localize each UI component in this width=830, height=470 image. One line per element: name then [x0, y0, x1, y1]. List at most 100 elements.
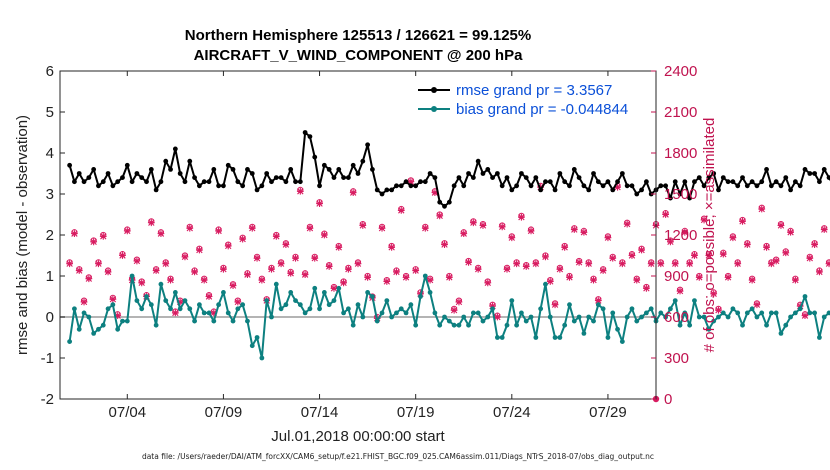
- obs-assimilated-point: [686, 260, 694, 268]
- obs-assimilated-point: [421, 224, 429, 232]
- rmse-point: [629, 183, 635, 189]
- rmse-point: [269, 179, 274, 185]
- obs-assimilated-point: [71, 230, 78, 238]
- obs-assimilated-point: [450, 306, 458, 314]
- obs-assimilated-point: [402, 273, 410, 281]
- obs-assimilated-point: [354, 260, 362, 268]
- obs-assimilated-point: [647, 260, 655, 268]
- x-tick-labels: 07/04 07/09 07/14 07/19 07/24 07/29: [109, 404, 627, 421]
- obs-assimilated-point: [114, 312, 122, 320]
- obs-assimilated-point: [724, 273, 732, 281]
- rmse-point: [72, 179, 77, 185]
- obs-assimilated-point: [609, 254, 617, 262]
- bias-point: [168, 306, 173, 312]
- bias-point: [96, 326, 101, 332]
- rmse-point: [494, 171, 500, 176]
- rmse-point: [663, 183, 669, 189]
- obs-assimilated-point: [570, 226, 578, 233]
- rmse-point: [470, 175, 476, 181]
- obs-assimilated-point: [296, 187, 304, 195]
- rmse-point: [720, 175, 726, 181]
- y-axis-label-left: rmse and bias (model - observation): [14, 115, 31, 355]
- bias-point: [389, 314, 395, 320]
- y-tick-label-left: 5: [46, 104, 54, 121]
- rmse-series: [67, 130, 830, 209]
- obs-assimilated-point: [253, 254, 261, 262]
- rmse-point: [249, 171, 255, 176]
- bias-point: [139, 306, 145, 312]
- bias-point: [821, 314, 827, 320]
- rmse-point: [370, 167, 375, 172]
- bias-point: [499, 335, 505, 340]
- rmse-point: [158, 179, 164, 185]
- bias-point: [543, 281, 548, 287]
- bias-point: [91, 331, 97, 336]
- rmse-point: [706, 175, 712, 181]
- rmse-point: [514, 183, 520, 189]
- bias-point: [331, 298, 337, 303]
- rmse-point: [442, 203, 447, 209]
- rmse-point: [456, 175, 462, 181]
- rmse-point: [783, 175, 789, 181]
- obs-assimilated-point: [162, 260, 170, 268]
- rmse-point: [312, 154, 318, 160]
- bias-point: [759, 310, 765, 316]
- rmse-point: [394, 183, 399, 189]
- obs-assimilated-point: [282, 241, 290, 248]
- obs-assimilated-point: [445, 273, 453, 281]
- obs-assimilated-point: [99, 232, 107, 240]
- rmse-point: [110, 183, 116, 189]
- bias-point: [158, 281, 164, 287]
- bias-point: [321, 290, 327, 295]
- obs-assimilated-point: [316, 200, 323, 207]
- obs-assimilated-point: [431, 189, 439, 197]
- rmse-point: [91, 167, 97, 172]
- bias-line: [68, 275, 830, 359]
- obs-assimilated-point: [95, 260, 102, 268]
- bias-point: [744, 310, 750, 316]
- obs-assimilated-point: [806, 254, 814, 262]
- obs-assimilated-point: [234, 298, 242, 306]
- bias-point: [475, 310, 481, 316]
- bias-point: [144, 294, 149, 299]
- bias-point: [81, 310, 87, 316]
- obs-assimilated-point: [695, 273, 703, 281]
- bias-point: [720, 310, 726, 316]
- bias-point: [249, 343, 255, 349]
- rmse-point: [812, 171, 818, 176]
- rmse-point: [768, 183, 774, 189]
- rmse-point: [115, 179, 121, 185]
- bias-point: [355, 302, 361, 308]
- obs-assimilated-point: [753, 301, 761, 309]
- bias-point: [100, 322, 106, 328]
- obs-assimilated-point: [244, 271, 251, 279]
- bias-point: [192, 318, 197, 324]
- bias-point: [687, 322, 693, 328]
- rmse-point: [595, 179, 601, 185]
- rmse-point: [403, 179, 409, 185]
- obs-assimilated-point: [518, 213, 525, 221]
- bias-point: [682, 310, 688, 316]
- rmse-point: [81, 179, 87, 185]
- obs-assimilated-point: [349, 189, 357, 197]
- obs-assimilated-point: [580, 228, 588, 236]
- rmse-point: [643, 179, 649, 185]
- chart-title-line-2: AIRCRAFT_V_WIND_COMPONENT @ 200 hPa: [194, 47, 524, 64]
- obs-assimilated-point: [455, 298, 463, 306]
- rmse-point: [759, 179, 765, 185]
- bias-point: [427, 290, 433, 295]
- obs-assimilated-point: [191, 268, 198, 276]
- rmse-point: [605, 179, 611, 185]
- rmse-point: [379, 191, 385, 197]
- bias-point: [408, 302, 414, 308]
- rmse-point: [509, 187, 515, 193]
- rmse-point: [120, 175, 125, 181]
- bias-point: [341, 310, 346, 316]
- bias-point: [201, 310, 207, 316]
- bias-point: [562, 322, 568, 328]
- legend-rmse-marker: [431, 87, 437, 93]
- y-tick-label-left: -1: [41, 350, 54, 367]
- bias-point: [730, 306, 736, 312]
- obs-assimilated-point: [546, 278, 554, 285]
- obs-assimilated-point: [628, 252, 636, 259]
